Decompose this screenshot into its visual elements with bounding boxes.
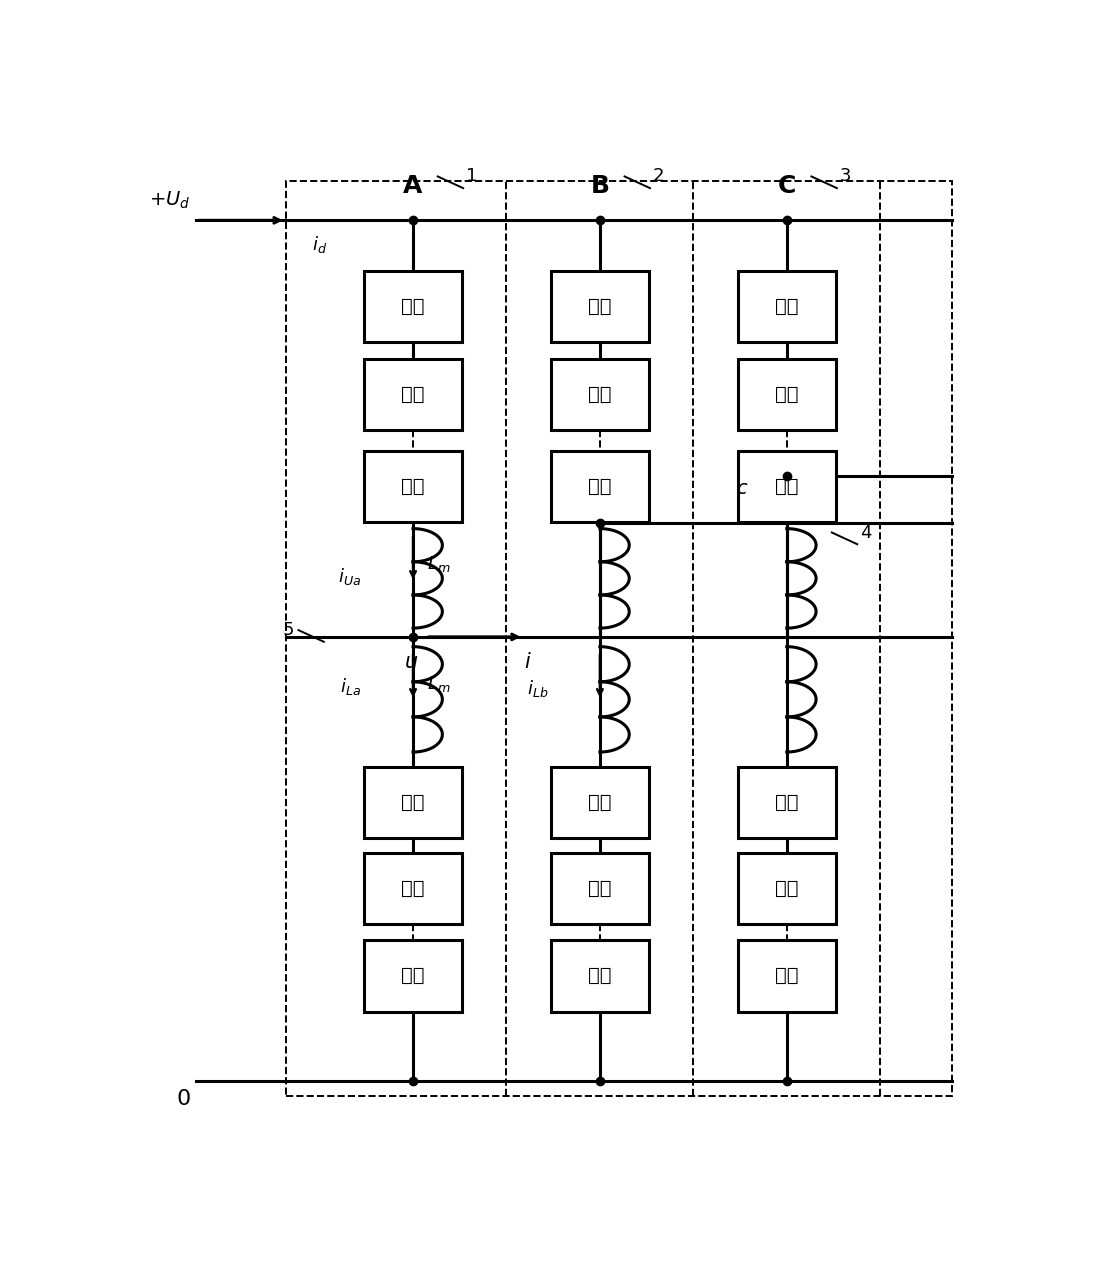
Text: $c$: $c$ bbox=[737, 479, 749, 498]
Text: 3: 3 bbox=[840, 167, 850, 185]
Text: 半桥: 半桥 bbox=[401, 385, 425, 404]
Text: 半桥: 半桥 bbox=[401, 793, 425, 812]
Bar bbox=[551, 451, 649, 522]
Text: $L_m$: $L_m$ bbox=[427, 554, 450, 574]
Bar bbox=[738, 359, 835, 430]
Text: $\mathbf{\mathit{i}}$: $\mathbf{\mathit{i}}$ bbox=[524, 651, 532, 672]
Text: $i_d$: $i_d$ bbox=[312, 234, 328, 255]
Text: 2: 2 bbox=[652, 167, 664, 185]
Bar bbox=[364, 940, 461, 1011]
Text: 半桥: 半桥 bbox=[775, 793, 799, 812]
Text: 半桥: 半桥 bbox=[589, 967, 612, 986]
Text: 半桥: 半桥 bbox=[775, 298, 799, 317]
Text: 半桥: 半桥 bbox=[401, 878, 425, 897]
Text: 半桥: 半桥 bbox=[775, 476, 799, 495]
Text: $i_{Lb}$: $i_{Lb}$ bbox=[527, 678, 548, 699]
Bar bbox=[551, 853, 649, 924]
Text: 半桥: 半桥 bbox=[589, 878, 612, 897]
Bar bbox=[738, 853, 835, 924]
Bar bbox=[738, 271, 835, 342]
Bar bbox=[551, 767, 649, 837]
Text: 半桥: 半桥 bbox=[775, 385, 799, 404]
Text: C: C bbox=[777, 174, 796, 198]
Text: 半桥: 半桥 bbox=[589, 793, 612, 812]
Bar bbox=[364, 359, 461, 430]
Text: 半桥: 半桥 bbox=[401, 298, 425, 317]
Text: $i_{Ua}$: $i_{Ua}$ bbox=[338, 566, 362, 587]
Bar bbox=[551, 940, 649, 1011]
Bar bbox=[364, 451, 461, 522]
Text: 半桥: 半桥 bbox=[401, 967, 425, 986]
Text: 1: 1 bbox=[466, 167, 477, 185]
Text: 半桥: 半桥 bbox=[775, 878, 799, 897]
Bar bbox=[286, 181, 952, 1096]
Bar bbox=[364, 767, 461, 837]
Text: A: A bbox=[403, 174, 423, 198]
Text: B: B bbox=[591, 174, 609, 198]
Text: 半桥: 半桥 bbox=[589, 476, 612, 495]
Text: 4: 4 bbox=[860, 523, 871, 541]
Text: 半桥: 半桥 bbox=[589, 298, 612, 317]
Text: 半桥: 半桥 bbox=[401, 476, 425, 495]
Bar bbox=[551, 271, 649, 342]
Text: $\mathbf{\mathit{u}}$: $\mathbf{\mathit{u}}$ bbox=[404, 651, 419, 672]
Text: $L_m$: $L_m$ bbox=[427, 674, 450, 694]
Bar bbox=[364, 853, 461, 924]
Bar bbox=[738, 451, 835, 522]
Text: 半桥: 半桥 bbox=[775, 967, 799, 986]
Bar bbox=[551, 359, 649, 430]
Text: $0$: $0$ bbox=[176, 1088, 191, 1109]
Text: $+U_d$: $+U_d$ bbox=[149, 189, 190, 210]
Text: 半桥: 半桥 bbox=[589, 385, 612, 404]
Bar bbox=[738, 940, 835, 1011]
Text: $i_{La}$: $i_{La}$ bbox=[341, 677, 362, 697]
Bar bbox=[738, 767, 835, 837]
Bar bbox=[364, 271, 461, 342]
Text: 5: 5 bbox=[283, 621, 294, 639]
